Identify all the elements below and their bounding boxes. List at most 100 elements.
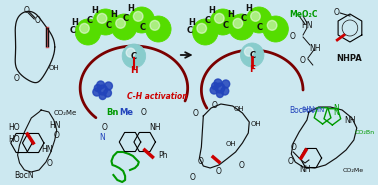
- Text: O: O: [23, 6, 29, 14]
- Text: O: O: [287, 157, 293, 166]
- Text: HN: HN: [41, 145, 53, 154]
- Circle shape: [122, 44, 146, 68]
- Text: O: O: [216, 167, 222, 176]
- Circle shape: [75, 19, 101, 45]
- Circle shape: [214, 79, 222, 87]
- Text: O: O: [289, 31, 295, 41]
- Text: BocN: BocN: [15, 171, 34, 179]
- Text: H: H: [71, 18, 78, 26]
- Text: H: H: [127, 4, 135, 13]
- Circle shape: [240, 43, 264, 67]
- Text: O: O: [290, 144, 296, 152]
- Text: OH: OH: [49, 65, 59, 71]
- Text: C: C: [240, 14, 246, 23]
- Text: C: C: [139, 23, 146, 31]
- Circle shape: [129, 7, 155, 33]
- Text: C: C: [123, 14, 129, 23]
- Text: OH: OH: [233, 106, 244, 112]
- Text: C: C: [257, 23, 263, 31]
- Circle shape: [229, 14, 254, 40]
- Circle shape: [267, 20, 277, 30]
- Text: C: C: [87, 16, 93, 24]
- Text: H: H: [110, 9, 117, 18]
- Circle shape: [222, 80, 230, 88]
- Circle shape: [263, 16, 288, 42]
- Text: NH: NH: [150, 124, 161, 132]
- Circle shape: [214, 14, 224, 23]
- Circle shape: [104, 89, 112, 97]
- Text: HO: HO: [8, 124, 19, 132]
- Text: NHPA: NHPA: [336, 53, 362, 63]
- Circle shape: [233, 18, 243, 28]
- Circle shape: [93, 88, 101, 96]
- Text: C: C: [249, 51, 255, 60]
- Circle shape: [245, 47, 253, 56]
- Text: O: O: [141, 107, 147, 117]
- Text: N: N: [333, 107, 339, 117]
- Text: O: O: [34, 16, 40, 24]
- Circle shape: [217, 90, 223, 97]
- Circle shape: [80, 23, 89, 33]
- Text: H: H: [91, 6, 98, 14]
- Text: HN: HN: [301, 21, 313, 29]
- Text: BocHN: BocHN: [301, 107, 324, 113]
- Circle shape: [99, 92, 106, 100]
- Circle shape: [93, 9, 118, 35]
- Text: C: C: [204, 16, 210, 24]
- Circle shape: [221, 87, 229, 95]
- Circle shape: [94, 85, 101, 92]
- Text: O: O: [300, 56, 306, 65]
- Circle shape: [126, 48, 135, 57]
- Text: O: O: [190, 174, 195, 182]
- Text: Ph: Ph: [158, 151, 168, 159]
- Circle shape: [133, 11, 143, 21]
- Circle shape: [197, 23, 206, 33]
- Circle shape: [97, 81, 105, 89]
- Text: C: C: [105, 21, 112, 29]
- Text: O: O: [14, 73, 20, 83]
- Text: NH: NH: [299, 166, 311, 174]
- Circle shape: [251, 11, 260, 21]
- Text: CO₂Bn: CO₂Bn: [355, 130, 375, 134]
- Text: H: H: [130, 65, 138, 75]
- Text: Bn: Bn: [106, 107, 119, 117]
- Text: O: O: [192, 108, 198, 117]
- Circle shape: [192, 19, 218, 45]
- Text: C: C: [187, 26, 193, 34]
- Circle shape: [215, 83, 225, 93]
- Circle shape: [112, 14, 137, 40]
- Text: H: H: [227, 9, 234, 18]
- Circle shape: [98, 85, 107, 95]
- Text: OH: OH: [226, 141, 236, 147]
- Text: NH: NH: [344, 115, 356, 125]
- Text: MeO₂C: MeO₂C: [289, 9, 318, 18]
- Text: O: O: [212, 100, 218, 110]
- Text: CO₂Me: CO₂Me: [342, 167, 363, 172]
- Circle shape: [116, 18, 125, 28]
- Text: H: H: [209, 6, 215, 14]
- Text: O: O: [197, 157, 203, 166]
- Text: C: C: [69, 26, 75, 34]
- Circle shape: [105, 82, 112, 90]
- Text: C-H activation: C-H activation: [127, 92, 188, 100]
- Text: O: O: [239, 161, 245, 169]
- Circle shape: [210, 9, 235, 35]
- Circle shape: [97, 14, 107, 23]
- Text: H: H: [245, 4, 252, 13]
- Text: F: F: [249, 65, 255, 73]
- Circle shape: [246, 7, 272, 33]
- Text: Me: Me: [119, 107, 133, 117]
- Text: C: C: [131, 51, 137, 60]
- Text: N: N: [333, 103, 339, 112]
- Text: NH: NH: [309, 43, 321, 53]
- Text: O: O: [47, 159, 53, 167]
- Text: O: O: [102, 124, 107, 132]
- Text: O: O: [333, 8, 339, 16]
- Text: CO₂Me: CO₂Me: [54, 110, 77, 116]
- Circle shape: [212, 83, 218, 90]
- Text: C: C: [223, 21, 229, 29]
- Text: N: N: [99, 134, 105, 142]
- Circle shape: [210, 86, 218, 94]
- Circle shape: [150, 20, 160, 30]
- Text: HO: HO: [8, 135, 19, 144]
